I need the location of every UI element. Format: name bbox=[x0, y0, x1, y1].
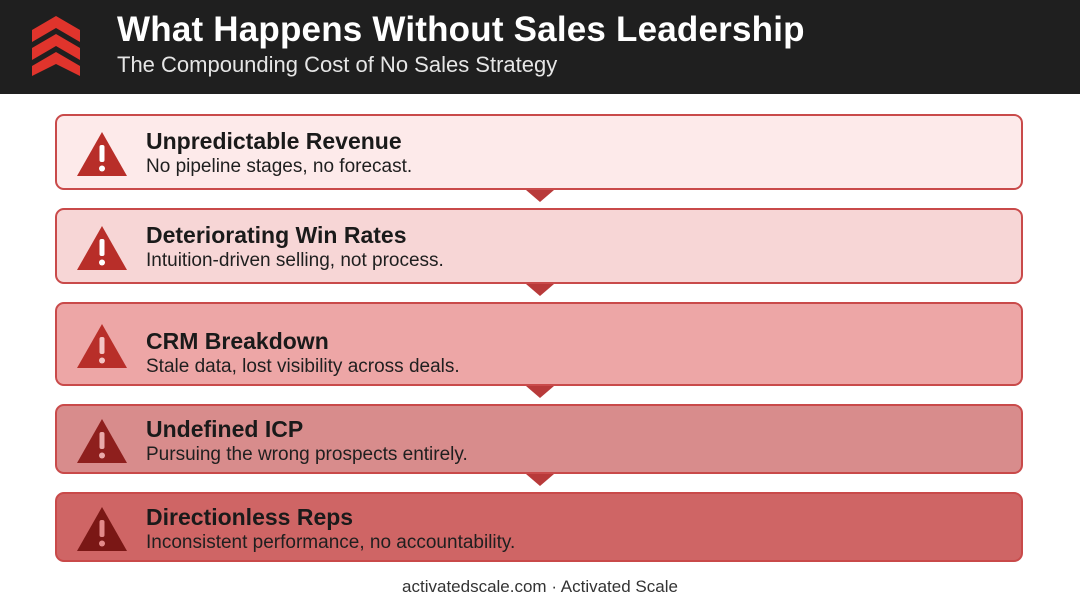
page-title: What Happens Without Sales Leadership bbox=[117, 10, 805, 49]
card-description: Stale data, lost visibility across deals… bbox=[146, 356, 460, 377]
card-title: Unpredictable Revenue bbox=[146, 128, 402, 154]
consequence-card-crm-breakdown: CRM Breakdown Stale data, lost visibilit… bbox=[55, 302, 1023, 386]
warning-icon bbox=[77, 132, 127, 176]
card-title: Undefined ICP bbox=[146, 416, 304, 442]
down-arrow-icon bbox=[526, 284, 554, 296]
down-arrow-icon bbox=[526, 190, 554, 202]
card-title: CRM Breakdown bbox=[146, 328, 329, 354]
footer-attribution: activatedscale.com · Activated Scale bbox=[402, 577, 678, 596]
chevrons-up-logo-icon bbox=[32, 16, 80, 76]
card-description: No pipeline stages, no forecast. bbox=[146, 156, 413, 177]
card-title: Directionless Reps bbox=[146, 504, 354, 530]
warning-icon bbox=[77, 507, 127, 551]
card-description: Intuition-driven selling, not process. bbox=[146, 250, 444, 271]
consequence-card-undefined-icp: Undefined ICP Pursuing the wrong prospec… bbox=[55, 404, 1023, 474]
page-subtitle: The Compounding Cost of No Sales Strateg… bbox=[117, 52, 558, 77]
warning-icon bbox=[77, 419, 127, 463]
down-arrow-icon bbox=[526, 386, 554, 398]
consequence-card-unpredictable-revenue: Unpredictable Revenue No pipeline stages… bbox=[55, 114, 1023, 190]
down-arrow-icon bbox=[526, 474, 554, 486]
warning-icon bbox=[77, 324, 127, 368]
consequence-card-directionless-reps: Directionless Reps Inconsistent performa… bbox=[55, 492, 1023, 562]
card-description: Pursuing the wrong prospects entirely. bbox=[146, 444, 468, 465]
card-description: Inconsistent performance, no accountabil… bbox=[146, 532, 516, 553]
consequence-card-deteriorating-win-rates: Deteriorating Win Rates Intuition-driven… bbox=[55, 208, 1023, 284]
header-bar: What Happens Without Sales Leadership Th… bbox=[0, 0, 1080, 94]
card-title: Deteriorating Win Rates bbox=[146, 222, 407, 248]
warning-icon bbox=[77, 226, 127, 270]
